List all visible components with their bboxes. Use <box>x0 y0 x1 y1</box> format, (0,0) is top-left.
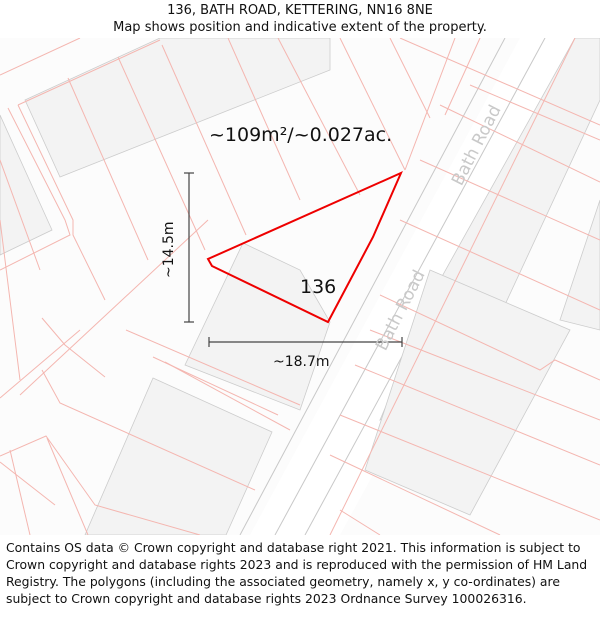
height-dimension-line <box>184 172 194 323</box>
height-measurement-label: ~14.5m <box>161 221 177 278</box>
property-address-title: 136, BATH ROAD, KETTERING, NN16 8NE <box>167 3 433 18</box>
road-edge-west <box>239 38 506 535</box>
copyright-attribution: Contains OS data © Crown copyright and d… <box>6 540 588 606</box>
property-boundary[interactable] <box>206 171 403 324</box>
map-canvas <box>0 38 600 535</box>
road-edge-west-inner <box>274 38 546 535</box>
width-measurement-label: ~18.7m <box>273 354 330 370</box>
map-header: 136, BATH ROAD, KETTERING, NN16 8NE Map … <box>0 0 600 38</box>
buildings <box>0 38 600 535</box>
plot-number-label: 136 <box>300 276 337 298</box>
width-dimension-line <box>208 337 403 347</box>
map-subtitle: Map shows position and indicative extent… <box>113 20 487 35</box>
parcel-lines <box>0 38 600 535</box>
area-label: ~109m²/~0.027ac. <box>209 124 393 146</box>
property-map[interactable]: ~109m²/~0.027ac. 136 Bath Road Bath Road… <box>0 38 600 535</box>
